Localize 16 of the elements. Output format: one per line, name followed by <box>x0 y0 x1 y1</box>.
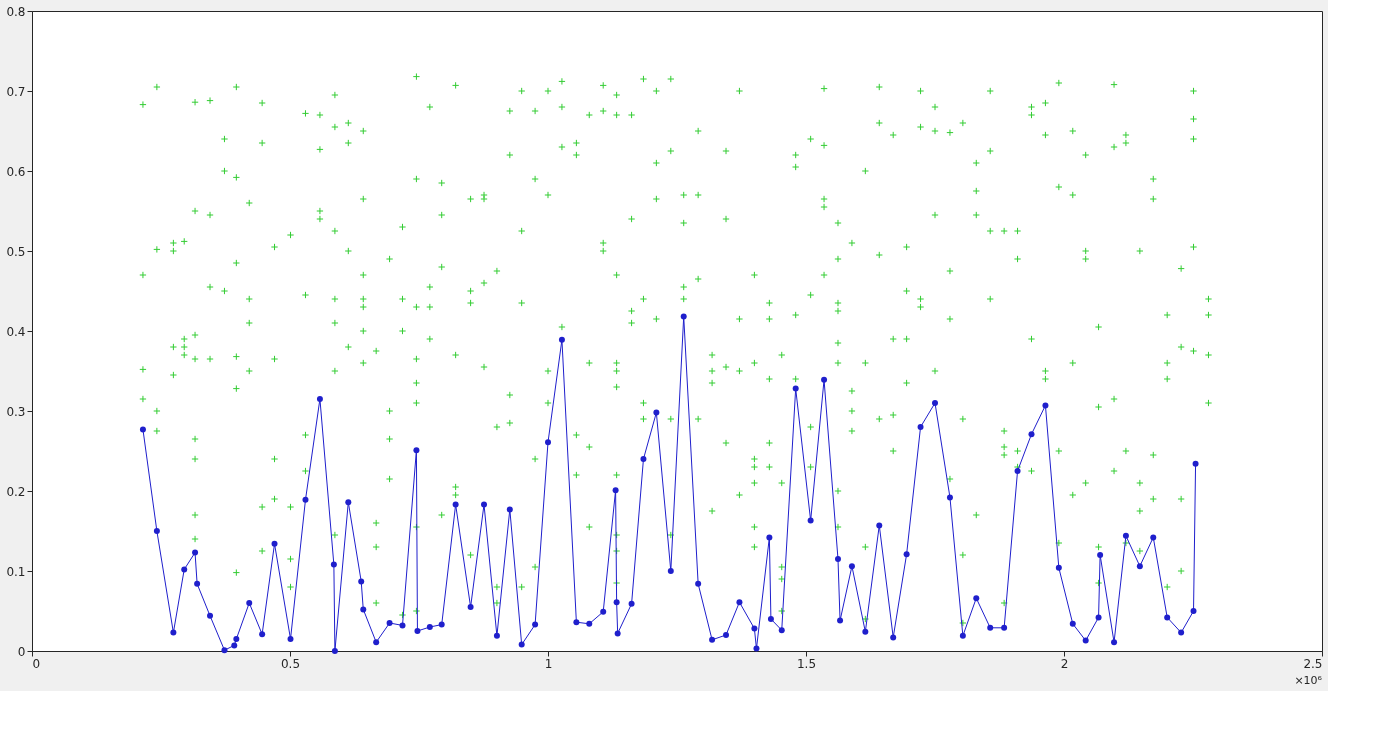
y-tick-label: 0.4 <box>6 324 26 339</box>
x-tick-label: 2.5 <box>1303 656 1323 671</box>
y-tick-label: 0.6 <box>6 164 26 179</box>
y-tick-label: 0.3 <box>6 404 26 419</box>
x-tick-label: 0 <box>32 656 41 671</box>
y-tick-label: 0.2 <box>6 484 26 499</box>
y-tick-label: 0.8 <box>6 4 26 19</box>
x-tick-label: 1 <box>544 656 553 671</box>
x-tick-label: 2 <box>1060 656 1069 671</box>
x-tick-label: 0.5 <box>280 656 301 671</box>
y-tick-label: 0.7 <box>6 84 26 99</box>
y-tick-label: 0 <box>17 644 26 659</box>
text: ×10⁶ <box>1294 674 1323 687</box>
x-tick-label: 1.5 <box>796 656 817 671</box>
y-tick-label: 0.1 <box>6 564 26 579</box>
y-tick-label: 0.5 <box>6 244 26 259</box>
